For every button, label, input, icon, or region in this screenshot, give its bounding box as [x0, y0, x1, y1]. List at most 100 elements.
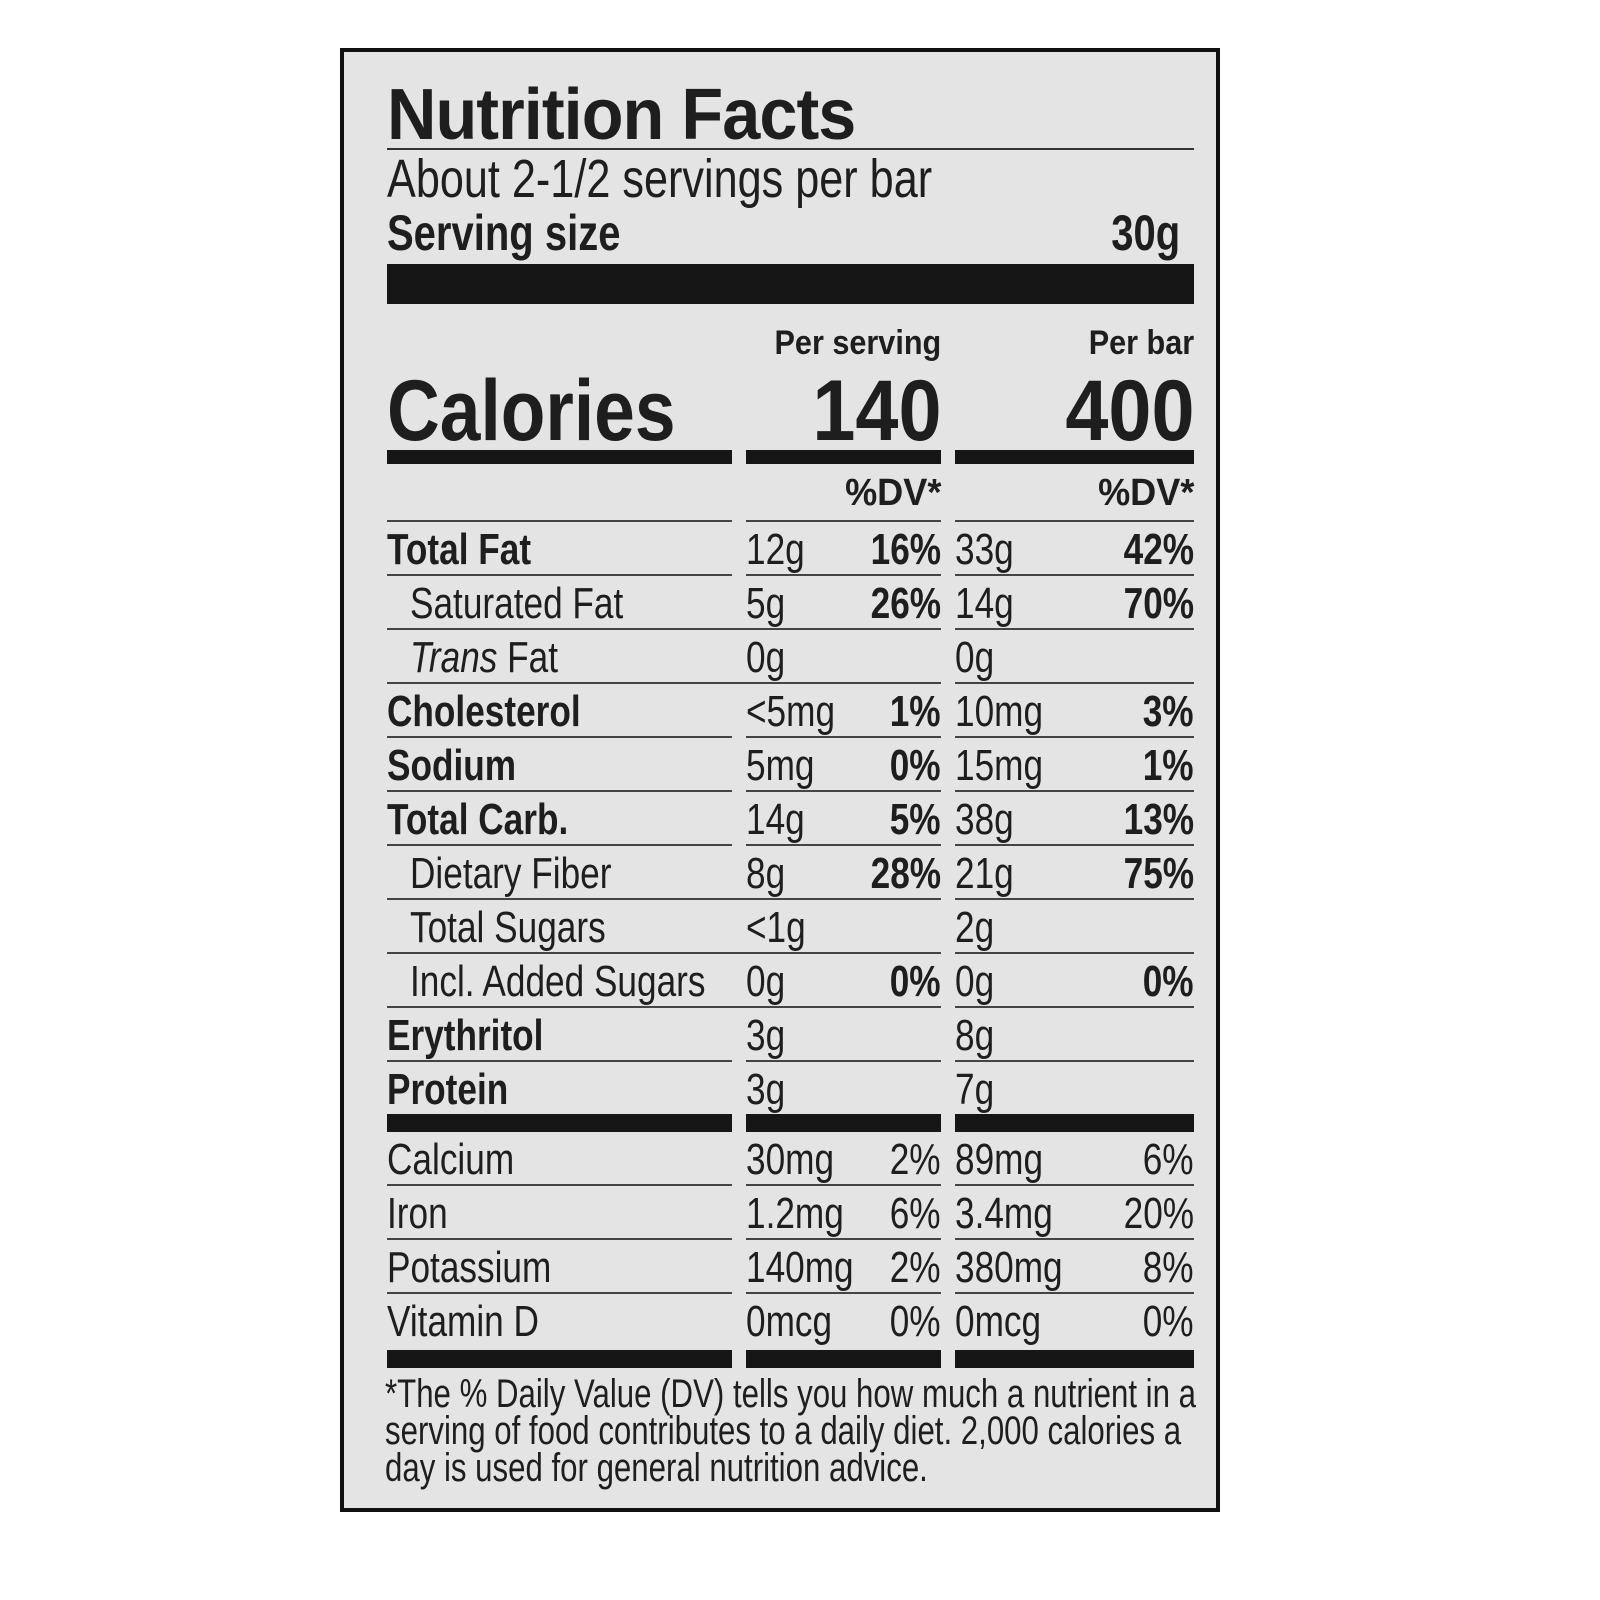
per-bar-cell: 0g 0% [955, 954, 1194, 1008]
nutrient-name-text: Iron [387, 1189, 448, 1238]
serving-dv: 2% [890, 1135, 941, 1184]
serving-amount: 30mg [746, 1135, 835, 1184]
nutrient-name-text: Dietary Fiber [410, 849, 612, 898]
per-serving-cell: 140mg 2% [746, 1240, 941, 1294]
bar-dv: 3% [1143, 687, 1194, 736]
serving-amount: 5mg [746, 741, 815, 790]
per-bar-cell: 38g 13% [955, 792, 1194, 846]
footnote: *The % Daily Value (DV) tells you how mu… [385, 1372, 1196, 1490]
bar-amount: 10mg [955, 687, 1044, 736]
serving-dv: 5% [890, 795, 941, 844]
divider [955, 520, 1194, 522]
bar-amount: 15mg [955, 741, 1044, 790]
nutrient-row: Potassium 140mg 2% 380mg 8% [387, 1240, 1194, 1294]
per-bar-cell: 14g 70% [955, 576, 1194, 630]
calories-serving-text: 140 [811, 363, 941, 459]
nutrient-row: Trans Fat 0g 0g [387, 630, 1194, 684]
serving-amount: 140mg [746, 1243, 854, 1292]
per-serving-cell: 3g [746, 1008, 941, 1062]
bar-amount: 33g [955, 525, 1014, 574]
thick-divider [746, 1350, 941, 1368]
nutrient-name: Sodium [387, 738, 732, 792]
nutrient-name: Total Sugars [387, 900, 755, 954]
nutrient-name: Protein [387, 1062, 732, 1114]
per-serving-text: Per serving [774, 324, 941, 362]
per-serving-cell: 8g 28% [746, 846, 941, 900]
bar-dv: 0% [1143, 1297, 1194, 1346]
divider [387, 148, 1194, 150]
per-serving-cell: <5mg 1% [746, 684, 941, 738]
nutrient-name-text: Total Sugars [410, 903, 606, 952]
nutrient-name: Total Fat [387, 522, 732, 576]
bar-amount: 3.4mg [955, 1189, 1053, 1238]
serving-dv: 16% [870, 525, 941, 574]
nutrient-name: Potassium [387, 1240, 732, 1294]
thick-divider [955, 1350, 1194, 1368]
divider [387, 520, 732, 522]
nutrient-name-text: Trans Fat [410, 633, 559, 682]
per-bar-cell: 380mg 8% [955, 1240, 1194, 1294]
footnote-text: *The % Daily Value (DV) tells you how mu… [385, 1372, 1196, 1490]
nutrient-name-text: Potassium [387, 1243, 552, 1292]
nutrient-row: Total Sugars <1g 2g [387, 900, 1194, 954]
calories-per-serving: 140 [746, 362, 941, 461]
serving-amount: 8g [746, 849, 786, 898]
dv-header-serving: %DV* [746, 472, 941, 515]
serving-amount: 0g [746, 633, 786, 682]
per-bar-cell: 33g 42% [955, 522, 1194, 576]
per-bar-cell: 10mg 3% [955, 684, 1194, 738]
nutrient-name-text: Total Carb. [387, 795, 569, 844]
serving-amount: <1g [746, 903, 806, 952]
serving-amount: <5mg [746, 687, 836, 736]
nutrient-name-text: Total Fat [387, 525, 532, 574]
serving-size-label: Serving size [387, 204, 679, 262]
bar-amount: 38g [955, 795, 1014, 844]
nutrient-name: Dietary Fiber [387, 846, 755, 900]
thick-divider [387, 264, 1194, 304]
bar-amount: 0g [955, 957, 995, 1006]
per-bar-cell: 0g [955, 630, 1194, 684]
serving-size-text: Serving size [387, 205, 621, 261]
thick-divider [746, 1114, 941, 1132]
nutrient-row: Total Fat 12g 16% 33g 42% [387, 522, 1194, 576]
per-serving-cell: 3g [746, 1062, 941, 1114]
nutrient-name: Cholesterol [387, 684, 732, 738]
nutrient-row: Calcium 30mg 2% 89mg 6% [387, 1132, 1194, 1186]
per-serving-cell: 14g 5% [746, 792, 941, 846]
dv-header-bar: %DV* [955, 472, 1194, 515]
bar-amount: 0g [955, 633, 995, 682]
nutrition-facts-panel: Nutrition Facts About 2-1/2 servings per… [340, 48, 1220, 1512]
nutrient-row: Total Carb. 14g 5% 38g 13% [387, 792, 1194, 846]
per-bar-cell: 21g 75% [955, 846, 1194, 900]
nutrient-name-text: Erythritol [387, 1011, 544, 1060]
dv-text: %DV* [1097, 472, 1194, 514]
bar-dv: 0% [1143, 957, 1194, 1006]
serving-dv: 0% [890, 741, 941, 790]
thick-divider [387, 1350, 732, 1368]
serving-size-value-text: 30g [1111, 205, 1180, 261]
serving-dv: 0% [890, 957, 941, 1006]
nutrient-name: Incl. Added Sugars [387, 954, 755, 1008]
bar-dv: 1% [1143, 741, 1194, 790]
bar-amount: 380mg [955, 1243, 1063, 1292]
nutrient-name-text: Saturated Fat [410, 579, 624, 628]
nutrient-name: Erythritol [387, 1008, 732, 1062]
nutrient-row: Iron 1.2mg 6% 3.4mg 20% [387, 1186, 1194, 1240]
bar-dv: 13% [1123, 795, 1194, 844]
nutrient-row: Erythritol 3g 8g [387, 1008, 1194, 1062]
nutrient-name-text: Incl. Added Sugars [410, 957, 706, 1006]
per-bar-header: Per bar [955, 324, 1194, 363]
per-bar-cell: 2g [955, 900, 1194, 954]
bar-dv: 42% [1123, 525, 1194, 574]
serving-amount: 0g [746, 957, 786, 1006]
per-serving-cell: <1g [746, 900, 941, 954]
bar-dv: 6% [1143, 1135, 1194, 1184]
bar-dv: 75% [1123, 849, 1194, 898]
nutrient-row: Protein 3g 7g [387, 1062, 1194, 1116]
calories-divider [746, 450, 941, 464]
nutrient-row: Saturated Fat 5g 26% 14g 70% [387, 576, 1194, 630]
nutrient-row: Cholesterol <5mg 1% 10mg 3% [387, 684, 1194, 738]
nutrient-name-text: Protein [387, 1065, 509, 1114]
serving-amount: 14g [746, 795, 805, 844]
bar-dv: 8% [1143, 1243, 1194, 1292]
